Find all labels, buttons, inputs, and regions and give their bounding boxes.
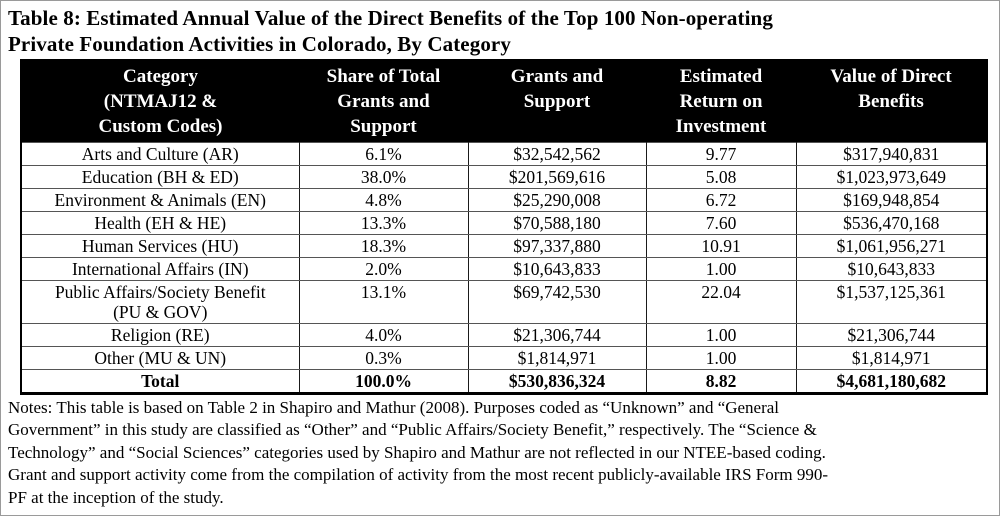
column-header-share: Share of Total Grants and Support [299, 60, 468, 143]
table-cell: $536,470,168 [795, 211, 988, 235]
table-cell: 5.08 [645, 165, 797, 189]
column-header-value: Value of Direct Benefits [796, 60, 987, 143]
table-cell: 2.0% [298, 257, 469, 281]
table-cell: $4,681,180,682 [795, 369, 988, 394]
column-header-roi: Estimated Return on Investment [646, 60, 796, 143]
table-cell: $21,306,744 [795, 323, 988, 347]
table-row: Health (EH & HE) 13.3% $70,588,180 7.60 … [20, 211, 988, 235]
table-row: Public Affairs/Society Benefit (PU & GOV… [20, 280, 988, 324]
table-cell: 0.3% [298, 346, 469, 370]
table-cell: 22.04 [645, 280, 797, 324]
table-cell: 100.0% [298, 369, 469, 394]
table-cell: 6.1% [298, 142, 469, 166]
table-row: Other (MU & UN) 0.3% $1,814,971 1.00 $1,… [20, 346, 988, 370]
table-cell: Human Services (HU) [20, 234, 300, 258]
column-header-category: Category (NTMAJ12 & Custom Codes) [21, 60, 299, 143]
table-cell: 18.3% [298, 234, 469, 258]
table-cell: $1,814,971 [795, 346, 988, 370]
table-cell: 4.0% [298, 323, 469, 347]
table-cell: Religion (RE) [20, 323, 300, 347]
table-cell: $97,337,880 [467, 234, 647, 258]
table-cell: Arts and Culture (AR) [20, 142, 300, 166]
table-row: Environment & Animals (EN) 4.8% $25,290,… [20, 188, 988, 212]
table-cell: $1,023,973,649 [795, 165, 988, 189]
table-cell: $1,537,125,361 [795, 280, 988, 324]
table-cell: Environment & Animals (EN) [20, 188, 300, 212]
table-notes: Notes: This table is based on Table 2 in… [8, 398, 829, 507]
table-cell: 13.1% [298, 280, 469, 324]
table-title: Table 8: Estimated Annual Value of the D… [8, 6, 773, 56]
table-cell: 10.91 [645, 234, 797, 258]
table-cell: 9.77 [645, 142, 797, 166]
table-cell: 1.00 [645, 323, 797, 347]
table-cell: 38.0% [298, 165, 469, 189]
table-cell: Other (MU & UN) [20, 346, 300, 370]
table-cell: $317,940,831 [795, 142, 988, 166]
table-cell: Public Affairs/Society Benefit (PU & GOV… [20, 280, 300, 324]
table-cell: $70,588,180 [467, 211, 647, 235]
column-header-grants: Grants and Support [468, 60, 646, 143]
table-cell: $201,569,616 [467, 165, 647, 189]
table-row: Education (BH & ED) 38.0% $201,569,616 5… [20, 165, 988, 189]
table-cell: 8.82 [645, 369, 797, 394]
table-cell: 7.60 [645, 211, 797, 235]
table-cell: Total [20, 369, 300, 394]
table-cell: $10,643,833 [795, 257, 988, 281]
table-cell: International Affairs (IN) [20, 257, 300, 281]
table-cell: $69,742,530 [467, 280, 647, 324]
table-cell: 1.00 [645, 257, 797, 281]
table-cell: Health (EH & HE) [20, 211, 300, 235]
table-row: Religion (RE) 4.0% $21,306,744 1.00 $21,… [20, 323, 988, 347]
table-cell: $1,061,956,271 [795, 234, 988, 258]
table-cell: Education (BH & ED) [20, 165, 300, 189]
table-cell: $530,836,324 [467, 369, 647, 394]
table-cell: 6.72 [645, 188, 797, 212]
table-cell: $1,814,971 [467, 346, 647, 370]
table-row: International Affairs (IN) 2.0% $10,643,… [20, 257, 988, 281]
table-cell: $21,306,744 [467, 323, 647, 347]
table-cell: 13.3% [298, 211, 469, 235]
table-cell: $32,542,562 [467, 142, 647, 166]
table-cell: 4.8% [298, 188, 469, 212]
table-cell: $169,948,854 [795, 188, 988, 212]
table-cell: $10,643,833 [467, 257, 647, 281]
total-row: Total 100.0% $530,836,324 8.82 $4,681,18… [20, 369, 988, 394]
header-row: Category (NTMAJ12 & Custom Codes) Share … [21, 60, 987, 143]
table-cell: 1.00 [645, 346, 797, 370]
table-row: Human Services (HU) 18.3% $97,337,880 10… [20, 234, 988, 258]
benefits-table: Category (NTMAJ12 & Custom Codes) Share … [20, 59, 988, 395]
table-cell: $25,290,008 [467, 188, 647, 212]
table-row: Arts and Culture (AR) 6.1% $32,542,562 9… [20, 142, 988, 166]
